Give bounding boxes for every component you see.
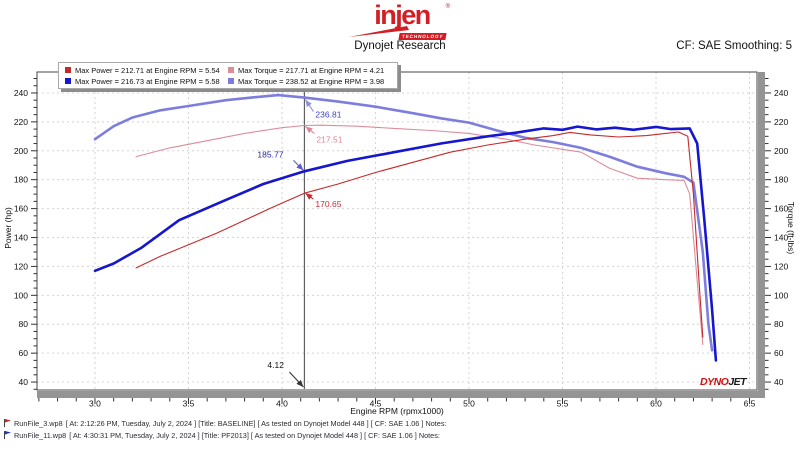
legend-swatch-pf2013-torque (228, 78, 234, 84)
legend-entry-pf2013-power: Max Power = 216.73 at Engine RPM = 5.58 (65, 76, 228, 86)
run-file-name: RunFile_11.wp8 (14, 430, 67, 440)
annotation-label: 217.51 (316, 134, 342, 144)
dynojet-watermark-dyno: DYNO (700, 376, 729, 388)
power-tick-label: 40 (19, 377, 29, 387)
legend: Max Power = 212.71 at Engine RPM = 5.54 … (58, 62, 398, 89)
annotation-label: 170.65 (315, 199, 341, 209)
y-axis-title-torque: Torque (ft-lbs) (786, 201, 796, 255)
x-tick-label: 3.5 (183, 399, 195, 409)
power-tick-label: 200 (14, 146, 28, 156)
legend-label-pf2013-torque: Max Torque = 238.52 at Engine RPM = 3.98 (238, 76, 385, 86)
power-tick-label: 80 (19, 319, 29, 329)
run-details: [ At: 2:12:26 PM, Tuesday, July 2, 2024 … (65, 418, 447, 428)
power-tick-label: 100 (14, 290, 28, 300)
torque-tick-label: 100 (774, 290, 788, 300)
plot-area (37, 72, 757, 390)
legend-entry-baseline-power: Max Power = 212.71 at Engine RPM = 5.54 (65, 65, 228, 75)
x-tick-label: 5.0 (463, 399, 475, 409)
x-tick-label: 6.5 (744, 399, 756, 409)
power-tick-label: 120 (14, 261, 28, 271)
run-file-name: RunFile_3.wp8 (14, 418, 63, 428)
torque-tick-label: 160 (774, 204, 788, 214)
torque-tick-label: 200 (774, 146, 788, 156)
torque-tick-label: 220 (774, 117, 788, 127)
run-info-row-baseline: RunFile_3.wp8 [ At: 2:12:26 PM, Tuesday,… (3, 418, 447, 428)
power-tick-label: 160 (14, 204, 28, 214)
run-flag-icon (4, 419, 11, 427)
x-tick-label: 4.5 (370, 399, 382, 409)
page-title: Dynojet Research (354, 40, 446, 52)
dynojet-watermark-jet: JET (728, 376, 747, 388)
power-tick-label: 180 (14, 175, 28, 185)
x-tick-label: 5.5 (557, 399, 569, 409)
annotation-arrow (293, 159, 304, 171)
legend-entry-pf2013-torque: Max Torque = 238.52 at Engine RPM = 3.98 (228, 76, 395, 86)
torque-tick-label: 140 (774, 233, 788, 243)
power-tick-label: 220 (14, 117, 28, 127)
torque-tick-label: 240 (774, 88, 788, 98)
injen-swoosh-icon (349, 26, 409, 37)
torque-tick-label: 180 (774, 175, 788, 185)
annotation-label: 185.77 (257, 149, 283, 159)
run-flag-icon (4, 431, 11, 439)
pf2013-torque-curve (93, 93, 714, 352)
y-axis-title-power: Power (hp) (3, 207, 13, 249)
y-axis-shadow-band (758, 72, 765, 391)
x-tick-label: 3.0 (89, 399, 101, 409)
legend-entry-baseline-torque: Max Torque = 217.71 at Engine RPM = 4.21 (228, 65, 395, 75)
power-tick-label: 60 (19, 348, 29, 358)
torque-tick-label: 60 (774, 348, 784, 358)
annotation-arrow (289, 371, 304, 388)
x-tick-label: 6.0 (650, 399, 662, 409)
legend-swatch-baseline-power (65, 67, 71, 73)
legend-swatch-baseline-torque (228, 67, 234, 73)
annotation-arrow (304, 99, 314, 112)
annotation-label: 4.12 (267, 360, 284, 370)
torque-tick-label: 40 (774, 377, 784, 387)
injen-logo-word: injen (374, 0, 431, 30)
baseline-power-curve (135, 131, 704, 338)
run-details: [ At: 4:30:31 PM, Tuesday, July 2, 2024 … (69, 430, 440, 440)
power-tick-label: 140 (14, 233, 28, 243)
x-axis-title: Engine RPM (rpmx1000) (350, 406, 444, 416)
pf2013-power-curve (93, 125, 718, 362)
registered-mark: ® (445, 4, 450, 10)
torque-tick-label: 120 (774, 261, 788, 271)
annotation-arrow (305, 126, 315, 134)
dynojet-watermark: DYNOJET (700, 376, 747, 388)
legend-label-pf2013-power: Max Power = 216.73 at Engine RPM = 5.58 (75, 76, 220, 86)
run-info-row-pf2013: RunFile_11.wp8 [ At: 4:30:31 PM, Tuesday… (3, 430, 440, 440)
legend-label-baseline-power: Max Power = 212.71 at Engine RPM = 5.54 (75, 65, 220, 75)
smoothing-setting: CF: SAE Smoothing: 5 (676, 40, 792, 52)
legend-swatch-pf2013-power (65, 78, 71, 84)
power-tick-label: 240 (14, 88, 28, 98)
annotation-arrow (305, 192, 314, 200)
torque-tick-label: 80 (774, 319, 784, 329)
annotation-label: 236.81 (315, 110, 341, 120)
injen-logo: injen ® TECHNOLOGY (349, 0, 450, 40)
x-axis-shadow-band (37, 391, 765, 398)
legend-label-baseline-torque: Max Torque = 217.71 at Engine RPM = 4.21 (238, 65, 385, 75)
x-tick-label: 4.0 (276, 399, 288, 409)
